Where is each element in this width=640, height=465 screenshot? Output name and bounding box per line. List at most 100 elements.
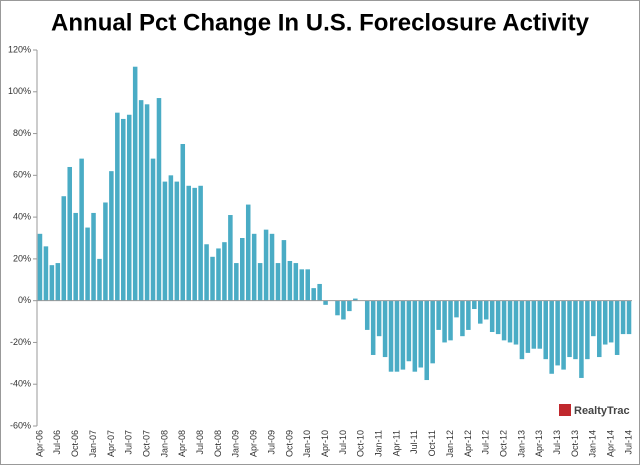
bar <box>418 300 424 368</box>
bar <box>144 104 150 301</box>
bar <box>251 233 257 301</box>
bar <box>79 158 84 301</box>
x-tick-label: Apr-12 <box>463 430 473 457</box>
y-tick-label: 40% <box>13 211 31 221</box>
bar <box>382 300 388 358</box>
bar <box>121 118 126 301</box>
bar <box>228 215 233 301</box>
x-tick-label: Jan-11 <box>374 430 384 457</box>
y-tick-label: -40% <box>10 379 31 389</box>
x-tick-label: Oct-09 <box>284 430 294 457</box>
y-tick-label: -20% <box>10 337 31 347</box>
x-tick-label: Oct-10 <box>356 430 366 457</box>
bar <box>132 66 138 301</box>
bar <box>174 181 180 301</box>
bar <box>204 244 209 301</box>
bar <box>501 300 507 341</box>
bar <box>370 300 376 355</box>
x-tick-label: Jul-10 <box>338 430 348 455</box>
x-tick-label: Jul-07 <box>124 430 134 455</box>
bar <box>430 300 435 364</box>
y-tick-label: 20% <box>13 253 31 263</box>
bar <box>626 300 632 335</box>
x-tick-label: Apr-09 <box>249 430 259 457</box>
y-tick-label: 100% <box>8 86 31 96</box>
x-tick-label: Apr-08 <box>177 430 187 457</box>
x-tick-label: Apr-14 <box>606 430 616 457</box>
x-tick-label: Apr-13 <box>534 430 544 457</box>
bar <box>126 114 132 301</box>
bar <box>543 300 548 360</box>
bar <box>55 263 61 301</box>
y-tick-label: -60% <box>10 420 31 430</box>
bar <box>317 283 322 301</box>
x-tick-label: Jan-14 <box>588 430 598 458</box>
bar <box>436 300 441 330</box>
bar <box>579 300 584 378</box>
x-tick-label: Jul-14 <box>623 430 633 455</box>
bar <box>186 185 191 301</box>
bar <box>91 212 96 301</box>
bar <box>61 196 67 301</box>
bar <box>406 300 412 362</box>
bar <box>448 300 453 341</box>
x-tick-label: Oct-12 <box>498 430 508 457</box>
y-tick-label: 120% <box>8 44 31 54</box>
bar <box>150 158 156 301</box>
bar <box>73 212 78 301</box>
bar <box>466 300 471 330</box>
bar <box>67 166 72 301</box>
bar <box>234 263 239 301</box>
bar <box>424 300 429 381</box>
bar <box>103 202 108 301</box>
x-tick-label: Apr-10 <box>320 430 330 457</box>
logo-text: RealtyTrac <box>574 405 630 417</box>
y-tick-label: 0% <box>18 295 31 305</box>
bar <box>531 300 537 349</box>
bar <box>602 300 608 345</box>
bar <box>180 144 186 301</box>
bar <box>269 233 275 301</box>
bar <box>257 263 263 301</box>
bar <box>162 181 168 301</box>
bar <box>245 204 251 301</box>
bar <box>555 300 560 366</box>
x-tick-label: Apr-07 <box>106 430 116 457</box>
bar <box>573 300 578 360</box>
x-tick-label: Jul-06 <box>52 430 62 455</box>
x-tick-label: Oct-11 <box>427 430 437 456</box>
x-tick-label: Apr-06 <box>34 430 44 457</box>
bar <box>287 260 293 301</box>
x-tick-label: Jan-07 <box>88 430 98 458</box>
bar <box>478 300 483 324</box>
bar <box>37 233 43 301</box>
bar <box>507 300 513 343</box>
bar <box>323 300 328 305</box>
bar <box>620 300 626 335</box>
bar <box>376 300 382 337</box>
bar <box>388 300 394 372</box>
bar <box>240 238 245 301</box>
bar <box>513 300 519 345</box>
y-tick-label: 80% <box>13 128 31 138</box>
bar <box>43 246 49 301</box>
bar <box>115 112 120 301</box>
bar <box>263 229 269 301</box>
bar <box>156 98 162 301</box>
bar <box>364 300 370 330</box>
x-tick-label: Oct-06 <box>70 430 80 457</box>
bar <box>222 242 227 301</box>
y-tick-label: 60% <box>13 170 31 180</box>
bar <box>608 300 614 343</box>
bar <box>353 298 358 301</box>
bar <box>597 300 602 358</box>
x-tick-label: Jan-13 <box>516 430 526 458</box>
x-tick-label: Oct-13 <box>570 430 580 457</box>
x-tick-label: Jul-11 <box>409 430 419 454</box>
bar <box>305 269 310 301</box>
x-tick-label: Jul-13 <box>552 430 562 455</box>
bar <box>549 300 554 374</box>
bar <box>198 185 203 301</box>
bar <box>138 100 144 301</box>
